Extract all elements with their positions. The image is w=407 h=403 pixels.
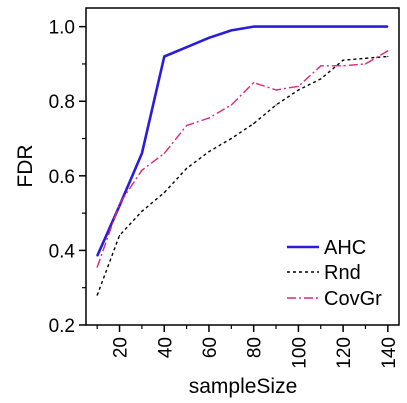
- series-rnd: [96, 55, 389, 296]
- data-point-covgr: [230, 104, 232, 106]
- data-point-covgr: [342, 65, 344, 67]
- y-tick-label: 0.2: [49, 316, 75, 337]
- series-line-rnd: [96, 55, 388, 296]
- x-axis: 20 40 60 80 100 120 140: [96, 325, 400, 369]
- data-point-rnd: [253, 123, 255, 125]
- data-point-ahc: [320, 26, 322, 28]
- data-point-ahc: [297, 26, 299, 28]
- data-point-rnd: [297, 89, 299, 91]
- y-axis-label: FDR: [14, 144, 37, 187]
- data-point-rnd: [387, 55, 389, 58]
- data-point-covgr: [297, 85, 299, 87]
- data-point-ahc: [163, 55, 165, 58]
- data-point-rnd: [364, 57, 367, 59]
- data-point-ahc: [364, 26, 367, 28]
- data-point-rnd: [96, 294, 98, 296]
- series-line-ahc: [96, 25, 388, 257]
- data-point-rnd: [141, 210, 143, 212]
- y-tick-label: 0.4: [49, 241, 76, 262]
- y-tick-label: 0.8: [49, 92, 75, 113]
- x-tick-label: 40: [155, 337, 176, 358]
- data-point-ahc: [96, 255, 98, 257]
- data-point-ahc: [253, 26, 255, 28]
- data-point-covgr: [275, 89, 277, 91]
- data-point-rnd: [275, 104, 277, 106]
- legend: AHC Rnd CovGr: [287, 237, 382, 310]
- data-point-ahc: [118, 205, 121, 207]
- x-tick-label: 20: [111, 337, 132, 358]
- series-covgr: [96, 50, 389, 268]
- data-point-covgr: [320, 65, 322, 67]
- data-point-ahc: [230, 29, 232, 31]
- x-tick-label: 140: [379, 337, 400, 369]
- x-axis-label: sampleSize: [189, 375, 298, 398]
- data-point-ahc: [141, 152, 143, 155]
- y-axis: 0.2 0.4 0.6 0.8 1.0: [49, 18, 86, 337]
- legend-label-covgr: CovGr: [324, 288, 382, 310]
- data-point-covgr: [253, 81, 255, 84]
- x-tick-label: 60: [200, 337, 221, 358]
- data-point-covgr: [163, 152, 165, 155]
- data-point-covgr: [186, 124, 188, 127]
- y-tick-label: 1.0: [49, 18, 75, 39]
- data-point-ahc: [275, 26, 277, 28]
- data-point-ahc: [186, 46, 188, 48]
- data-point-covgr: [364, 63, 367, 65]
- data-point-rnd: [230, 137, 232, 140]
- x-tick-label: 80: [245, 337, 266, 358]
- data-point-rnd: [118, 234, 121, 237]
- data-point-covgr: [118, 203, 121, 205]
- data-point-covgr: [208, 117, 210, 119]
- data-point-rnd: [186, 167, 188, 169]
- legend-label-rnd: Rnd: [324, 262, 361, 284]
- data-point-rnd: [163, 192, 165, 194]
- data-point-rnd: [342, 59, 344, 61]
- data-point-covgr: [96, 266, 98, 268]
- data-point-rnd: [320, 78, 322, 80]
- x-tick-label: 100: [289, 337, 310, 369]
- data-point-covgr: [141, 169, 143, 171]
- series-ahc: [96, 25, 389, 257]
- data-point-covgr: [387, 50, 389, 52]
- data-point-ahc: [208, 37, 210, 39]
- data-point-ahc: [387, 26, 389, 28]
- legend-label-ahc: AHC: [324, 237, 366, 259]
- x-tick-label: 120: [334, 337, 355, 369]
- series-line-covgr: [96, 50, 389, 268]
- series-layer: [96, 25, 389, 296]
- data-point-ahc: [342, 26, 344, 28]
- y-tick-label: 0.6: [49, 167, 75, 188]
- data-point-rnd: [208, 150, 210, 153]
- plot-frame: [85, 7, 400, 326]
